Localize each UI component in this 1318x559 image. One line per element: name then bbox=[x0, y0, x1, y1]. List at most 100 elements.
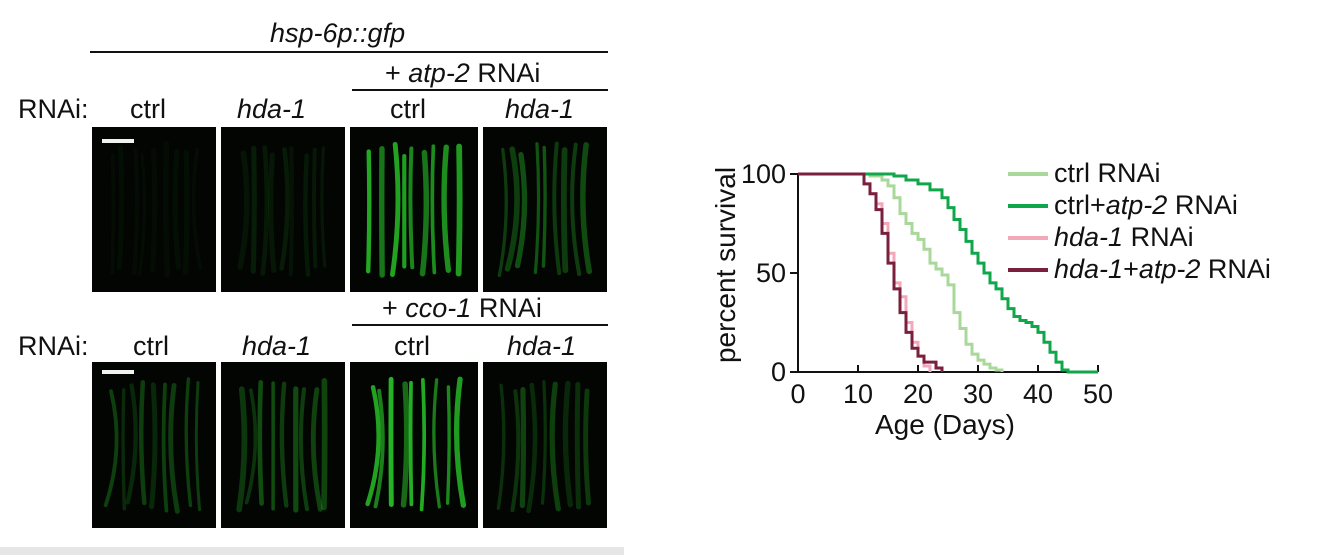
worm bbox=[110, 153, 116, 275]
worm bbox=[138, 380, 147, 506]
chart-axes: 0 10 20 30 40 50 0 50 100 Age (Days) percent survi… bbox=[710, 159, 1113, 440]
worm-fluorescence bbox=[110, 141, 203, 278]
worm bbox=[400, 381, 410, 508]
worm-fluorescence bbox=[365, 376, 467, 512]
col-label-top-1: ctrl bbox=[130, 94, 166, 124]
figure-bottom-edge bbox=[0, 547, 624, 555]
gfp-image-top-hda1 bbox=[221, 127, 345, 292]
worm bbox=[279, 147, 290, 271]
col-label-bottom-2: hda-1 bbox=[242, 331, 312, 361]
scale-bar bbox=[102, 139, 134, 143]
worm bbox=[562, 380, 574, 508]
worm-fluorescence bbox=[365, 141, 463, 278]
scale-bar bbox=[102, 370, 134, 374]
series-line-3 bbox=[798, 172, 944, 372]
worm bbox=[161, 382, 169, 513]
worm bbox=[445, 385, 451, 505]
worm bbox=[244, 388, 258, 505]
worm-fluorescence bbox=[103, 377, 202, 514]
legend-label: hda-1+atp-2 RNAi bbox=[1054, 254, 1271, 284]
worm bbox=[419, 378, 427, 512]
x-tick-label: 40 bbox=[1023, 379, 1053, 409]
worm bbox=[497, 147, 508, 278]
worm bbox=[540, 380, 547, 505]
series-line-0 bbox=[798, 172, 1004, 372]
worm bbox=[321, 378, 328, 511]
col-label-bottom-1: ctrl bbox=[133, 331, 169, 361]
worm bbox=[320, 146, 327, 268]
group-rule-cco1 bbox=[352, 324, 608, 326]
worm bbox=[560, 147, 569, 274]
series-line-1 bbox=[798, 172, 1098, 374]
construct-title: hsp-6p::gfp bbox=[270, 18, 406, 48]
survival-chart: 0 10 20 30 40 50 0 50 100 Age (Days) percent survi… bbox=[710, 158, 1271, 440]
legend-label: ctrl RNAi bbox=[1054, 158, 1161, 188]
worm bbox=[552, 141, 562, 276]
y-tick-label: 100 bbox=[741, 159, 786, 189]
gfp-image-top-atp2-ctrl bbox=[350, 127, 478, 292]
col-label-bottom-4: hda-1 bbox=[507, 331, 577, 361]
gfp-image-bottom-cco1-hda1 bbox=[483, 362, 607, 528]
worm bbox=[432, 378, 441, 509]
worm bbox=[419, 149, 430, 277]
worm bbox=[279, 381, 289, 508]
worm bbox=[168, 383, 180, 514]
x-axis-title: Age (Days) bbox=[875, 409, 1015, 440]
worm bbox=[194, 381, 202, 512]
worm bbox=[533, 142, 541, 275]
gfp-image-top-atp2-hda1 bbox=[483, 127, 607, 292]
worm bbox=[268, 152, 277, 273]
x-tick-label: 10 bbox=[843, 379, 873, 409]
worm bbox=[373, 388, 385, 509]
worm bbox=[455, 143, 463, 277]
worm bbox=[570, 142, 582, 277]
rnai-row-label-bottom: RNAi: bbox=[18, 331, 89, 361]
worm bbox=[288, 146, 294, 277]
worm bbox=[250, 145, 257, 274]
worm bbox=[149, 382, 158, 510]
worm bbox=[132, 148, 140, 275]
worm-fluorescence bbox=[496, 380, 591, 514]
worm bbox=[580, 142, 593, 275]
worm bbox=[310, 387, 323, 512]
worm bbox=[137, 152, 147, 276]
worm bbox=[303, 153, 311, 277]
series-line-2 bbox=[798, 172, 932, 372]
group-label-cco1: + cco-1 RNAi bbox=[382, 293, 542, 323]
worm bbox=[184, 377, 193, 508]
gfp-image-bottom-cco1-ctrl bbox=[350, 362, 478, 528]
legend-label: hda-1 RNAi bbox=[1054, 222, 1194, 252]
worm-fluorescence bbox=[237, 145, 327, 277]
worm bbox=[430, 144, 437, 275]
gfp-image-bottom-hda1 bbox=[221, 362, 345, 528]
worm bbox=[526, 382, 538, 514]
worm bbox=[236, 386, 248, 513]
gfp-image-top-ctrl bbox=[92, 127, 216, 292]
gfp-image-bottom-ctrl bbox=[92, 362, 216, 528]
worm bbox=[182, 149, 190, 276]
x-tick-label: 50 bbox=[1083, 379, 1113, 409]
worm bbox=[549, 381, 561, 512]
group-rule-atp2 bbox=[352, 89, 608, 91]
worm bbox=[453, 376, 467, 508]
worm bbox=[441, 144, 452, 273]
x-tick-label: 20 bbox=[903, 379, 933, 409]
worm bbox=[519, 387, 527, 509]
worm bbox=[408, 146, 415, 270]
worm bbox=[496, 383, 506, 510]
x-tick-label: 30 bbox=[963, 379, 993, 409]
worm bbox=[149, 148, 158, 273]
worm bbox=[312, 147, 318, 269]
col-label-bottom-3: ctrl bbox=[394, 331, 430, 361]
y-axis-title: percent survival bbox=[710, 167, 741, 363]
col-label-top-2: hda-1 bbox=[237, 94, 307, 124]
worm bbox=[389, 141, 401, 278]
worm bbox=[298, 387, 310, 512]
worm bbox=[365, 149, 372, 274]
worm bbox=[116, 145, 125, 271]
y-tick-label: 0 bbox=[771, 357, 786, 387]
group-label-atp2: + atp-2 RNAi bbox=[385, 58, 541, 88]
rnai-row-label-top: RNAi: bbox=[18, 94, 89, 124]
worm bbox=[504, 146, 520, 272]
